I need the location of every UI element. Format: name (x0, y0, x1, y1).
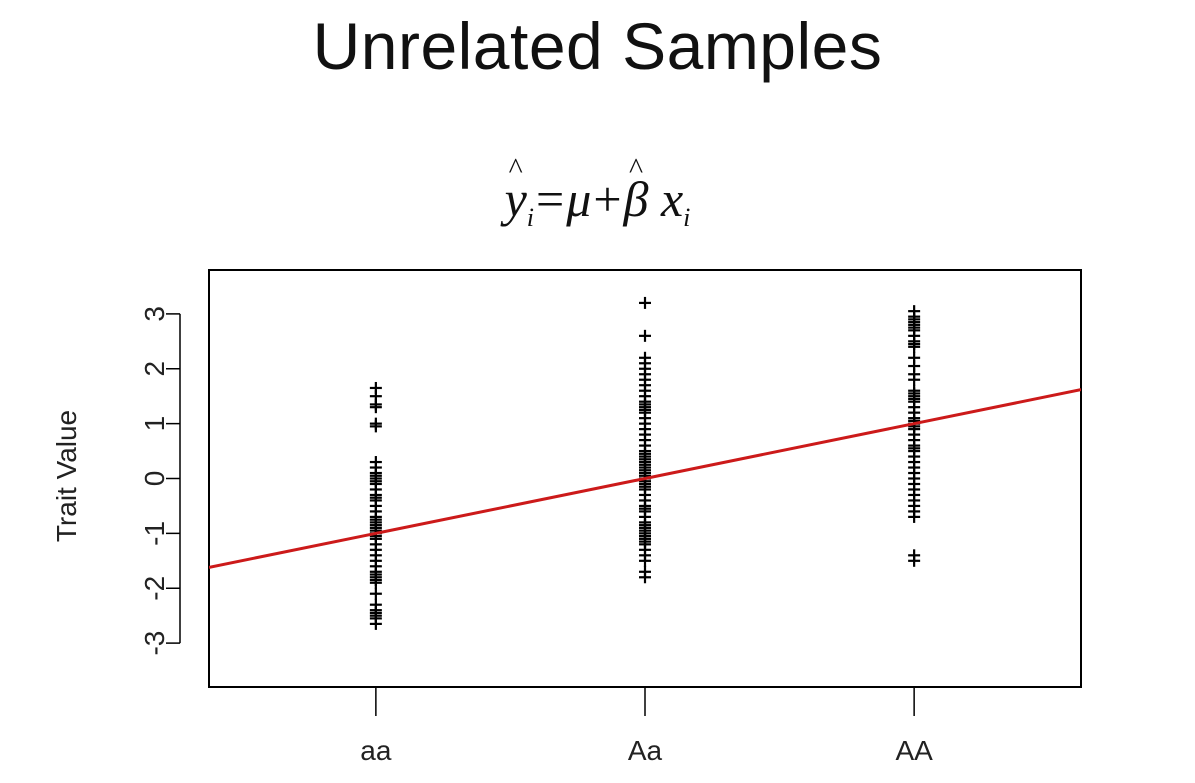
slide-title: Unrelated Samples (312, 9, 883, 83)
data-point (908, 373, 921, 386)
plus-sign: + (593, 171, 622, 227)
y-tick-label: 3 (139, 306, 170, 322)
data-point (908, 554, 921, 567)
y-tick-label: 0 (139, 471, 170, 487)
equals-sign: = (536, 171, 565, 227)
data-point (369, 420, 382, 433)
y-tick-label: -1 (139, 521, 170, 546)
y-axis: -3 -2 -1 0 1 2 3 (139, 306, 180, 656)
y-tick-label: 2 (139, 361, 170, 377)
x-tick-label-AA: AA (895, 735, 933, 766)
y-subscript: i (526, 203, 535, 232)
data-point (908, 510, 921, 523)
y-tick-label: 1 (139, 416, 170, 432)
y-axis-title: Trait Value (51, 410, 82, 542)
data-point (369, 576, 382, 589)
data-points (369, 296, 921, 630)
data-point (639, 296, 651, 309)
y-hat: y (505, 170, 527, 228)
data-point (369, 401, 382, 414)
data-point (908, 340, 921, 353)
regression-equation: yi=μ+β xi (0, 170, 1195, 233)
data-point (639, 554, 651, 567)
x-axis: aa Aa AA (360, 687, 933, 766)
data-point (639, 571, 651, 584)
data-point (369, 617, 382, 630)
data-point (369, 587, 382, 600)
data-point (639, 329, 651, 342)
y-tick-label: -2 (139, 576, 170, 601)
x-tick-label-aa: aa (360, 735, 392, 766)
x-subscript: i (683, 203, 691, 232)
regression-line (209, 388, 1081, 569)
y-tick-label: -3 (139, 631, 170, 656)
beta-hat: β (624, 170, 649, 228)
regression-line-group (209, 388, 1081, 569)
mu-symbol: μ (566, 171, 592, 227)
x-variable: x (660, 171, 684, 227)
x-tick-label-Aa: Aa (628, 735, 663, 766)
